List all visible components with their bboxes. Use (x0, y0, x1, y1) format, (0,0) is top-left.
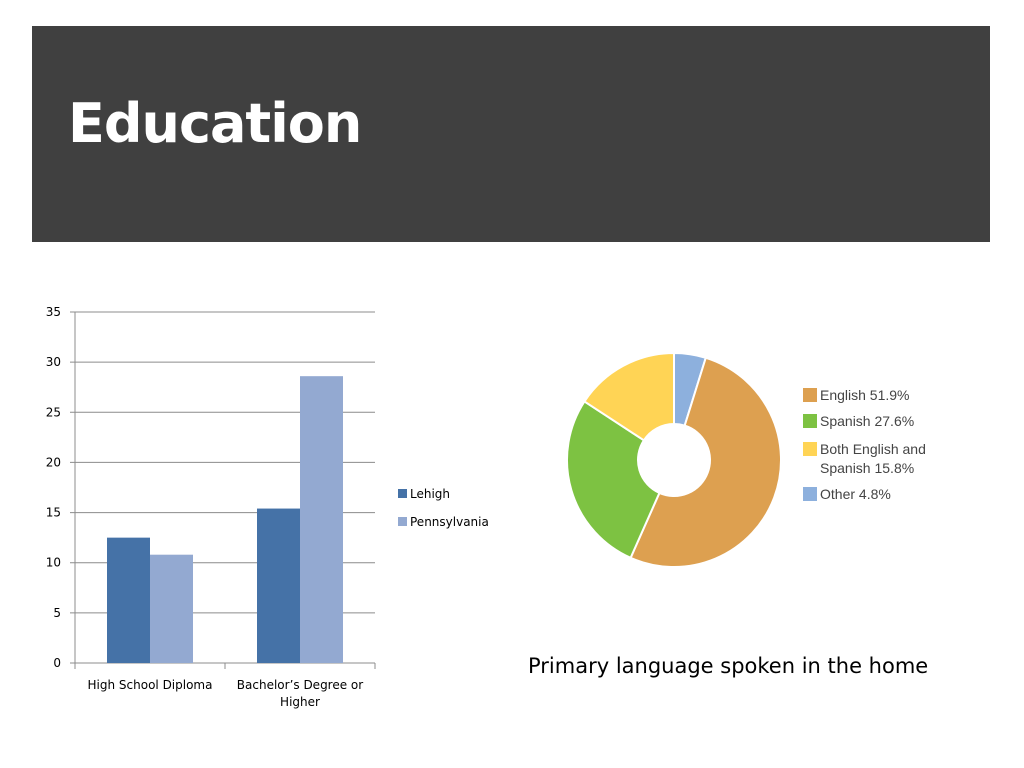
pie-legend-label: Both English and (820, 441, 926, 457)
bar-pennsylvania (300, 376, 343, 663)
pie-legend-swatch (803, 487, 817, 501)
bar-lehigh (257, 508, 300, 663)
pie-legend-swatch (803, 388, 817, 402)
y-tick-label: 15 (46, 506, 61, 520)
bar-lehigh (107, 537, 150, 663)
pie-caption: Primary language spoken in the home (528, 654, 929, 678)
x-category-label: High School Diploma (88, 678, 213, 692)
donut-slice-both-english-and-spanish (583, 351, 675, 442)
pie-legend-label: Spanish 27.6% (820, 413, 914, 429)
bar-pennsylvania (150, 554, 193, 663)
x-category-label: Bachelor’s Degree or (237, 678, 363, 692)
legend-label: Pennsylvania (410, 515, 489, 529)
pie-legend-swatch (803, 414, 817, 428)
y-tick-label: 10 (46, 556, 61, 570)
title-banner: Education (32, 26, 990, 242)
legend-swatch (398, 517, 407, 526)
legend-swatch (398, 489, 407, 498)
y-tick-label: 0 (53, 656, 61, 670)
y-tick-label: 20 (46, 455, 61, 469)
y-tick-label: 30 (46, 355, 61, 369)
donut-slice-spanish (566, 400, 661, 560)
y-tick-label: 5 (53, 606, 61, 620)
slide-title: Education (68, 92, 362, 155)
legend-label: Lehigh (410, 487, 450, 501)
pie-legend-label: Other 4.8% (820, 486, 891, 502)
pie-legend-swatch (803, 442, 817, 456)
pie-legend-label: Spanish 15.8% (820, 460, 914, 476)
y-tick-label: 35 (46, 305, 61, 319)
x-category-label: Higher (280, 695, 320, 709)
y-tick-label: 25 (46, 405, 61, 419)
pie-legend-label: English 51.9% (820, 387, 910, 403)
donut-slice-english (629, 356, 782, 568)
